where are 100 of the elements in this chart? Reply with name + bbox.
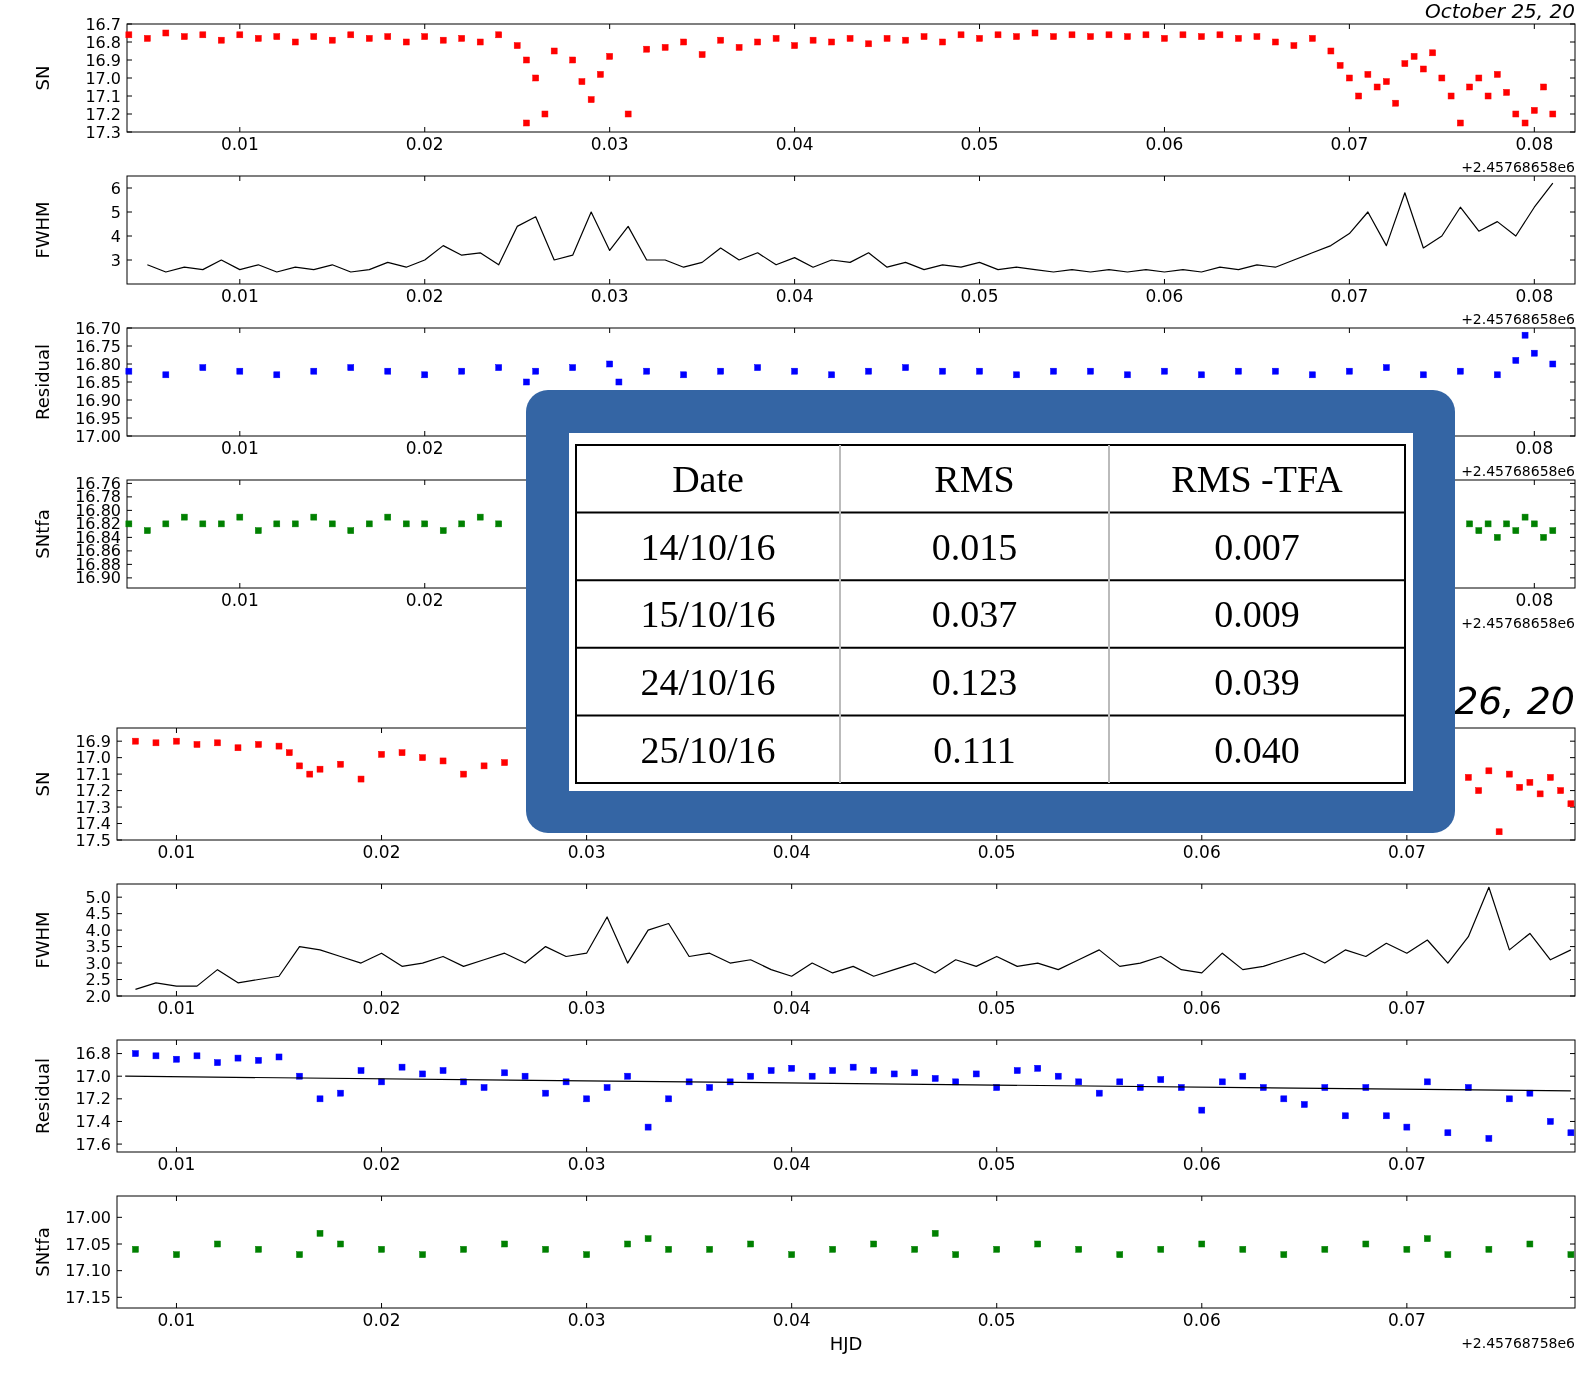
point bbox=[173, 737, 180, 745]
point bbox=[316, 1230, 324, 1237]
point bbox=[1547, 774, 1554, 781]
point bbox=[1557, 787, 1564, 794]
text: 15/10/16 bbox=[640, 593, 776, 636]
point bbox=[1235, 367, 1242, 375]
point bbox=[255, 741, 262, 748]
point bbox=[460, 1246, 467, 1253]
x-tick-label: 0.04 bbox=[775, 134, 814, 154]
point bbox=[1485, 1246, 1493, 1253]
point bbox=[234, 744, 242, 752]
y-axis-title: SN bbox=[32, 65, 53, 91]
x-tick-label: 0.04 bbox=[772, 842, 811, 862]
point bbox=[1161, 367, 1168, 375]
point bbox=[976, 367, 983, 375]
chart-title: October 25, 20 bbox=[1424, 0, 1575, 23]
point bbox=[1540, 534, 1547, 541]
point bbox=[337, 1240, 344, 1248]
point bbox=[292, 520, 299, 528]
y-axis-title: FWHM bbox=[32, 201, 53, 259]
point bbox=[1124, 371, 1131, 379]
x-tick-label: 0.07 bbox=[1330, 286, 1369, 306]
x-tick-label: 0.08 bbox=[1515, 134, 1554, 154]
text: 0.039 bbox=[1214, 660, 1300, 703]
point bbox=[144, 527, 151, 534]
point bbox=[1116, 1251, 1124, 1258]
x-tick-label: 0.02 bbox=[405, 438, 444, 458]
point bbox=[1526, 779, 1534, 786]
x-tick-label: 0.01 bbox=[220, 134, 259, 154]
point bbox=[606, 360, 613, 368]
x-tick-label: 0.01 bbox=[157, 998, 196, 1018]
point bbox=[398, 749, 406, 756]
y-tick-label: 6 bbox=[110, 178, 121, 198]
text: 0.009 bbox=[1214, 593, 1300, 636]
x-tick-label: 0.05 bbox=[977, 1154, 1016, 1174]
x-axis-title: HJD bbox=[829, 1333, 863, 1354]
point bbox=[523, 378, 530, 386]
x-tick-label: 0.01 bbox=[220, 590, 259, 610]
point bbox=[132, 737, 139, 745]
point bbox=[1466, 520, 1473, 528]
point bbox=[181, 513, 188, 521]
point bbox=[316, 765, 324, 773]
point bbox=[402, 520, 410, 528]
point bbox=[384, 513, 391, 521]
point bbox=[1475, 527, 1483, 534]
point bbox=[347, 527, 355, 534]
annotation: 14/10/16 bbox=[640, 525, 776, 568]
y-tick-label: 17.4 bbox=[75, 1112, 111, 1132]
point bbox=[1465, 774, 1472, 781]
point bbox=[501, 1240, 508, 1248]
point bbox=[255, 1246, 262, 1253]
x-tick-label: 0.02 bbox=[362, 1310, 401, 1330]
point bbox=[1549, 527, 1557, 534]
point bbox=[421, 371, 428, 379]
x-tick-label: 0.02 bbox=[405, 286, 444, 306]
y-tick-label: 16.80 bbox=[75, 354, 121, 374]
x-tick-label: 0.06 bbox=[1145, 286, 1184, 306]
annotation: 0.111 bbox=[933, 728, 1016, 771]
point bbox=[1420, 371, 1427, 379]
point bbox=[439, 527, 447, 534]
point bbox=[296, 1251, 303, 1258]
y-axis-title: SNtfa bbox=[32, 1227, 53, 1277]
point bbox=[1512, 357, 1520, 364]
x-tick-label: 0.02 bbox=[362, 1154, 401, 1174]
point bbox=[939, 367, 946, 375]
point bbox=[1403, 1246, 1411, 1253]
x-tick-label: 0.03 bbox=[590, 286, 629, 306]
point bbox=[458, 520, 465, 528]
x-tick-label: 0.05 bbox=[977, 998, 1016, 1018]
annotation: Date bbox=[672, 458, 744, 501]
y-tick-label: 17.1 bbox=[85, 86, 121, 106]
text: +2.45768758e6 bbox=[1461, 1335, 1576, 1351]
x-tick-label: 0.05 bbox=[977, 1310, 1016, 1330]
text: +2.45768658e6 bbox=[1461, 615, 1576, 631]
point bbox=[1198, 371, 1205, 379]
point bbox=[419, 1251, 426, 1258]
point bbox=[865, 367, 872, 375]
x-tick-label: 0.03 bbox=[567, 1310, 606, 1330]
point bbox=[255, 527, 262, 534]
point bbox=[1346, 367, 1353, 375]
point bbox=[501, 759, 508, 766]
point bbox=[357, 775, 365, 783]
x-tick-label: 0.06 bbox=[1182, 842, 1221, 862]
y-tick-label: 17.2 bbox=[85, 104, 121, 124]
point bbox=[1457, 367, 1464, 375]
point bbox=[1567, 800, 1575, 808]
point bbox=[644, 1235, 652, 1242]
x-tick-label: 0.07 bbox=[1330, 134, 1369, 154]
point bbox=[870, 1240, 877, 1248]
text: 24/10/16 bbox=[640, 660, 776, 703]
point bbox=[1516, 784, 1523, 791]
point bbox=[495, 364, 502, 371]
y-tick-label: 17.00 bbox=[75, 426, 121, 446]
y-tick-label: 17.3 bbox=[85, 122, 121, 142]
point bbox=[1444, 1251, 1452, 1258]
point bbox=[273, 371, 281, 379]
point bbox=[1495, 828, 1503, 836]
point bbox=[1272, 367, 1279, 375]
annotation: 0.040 bbox=[1214, 728, 1300, 771]
point bbox=[286, 749, 293, 756]
